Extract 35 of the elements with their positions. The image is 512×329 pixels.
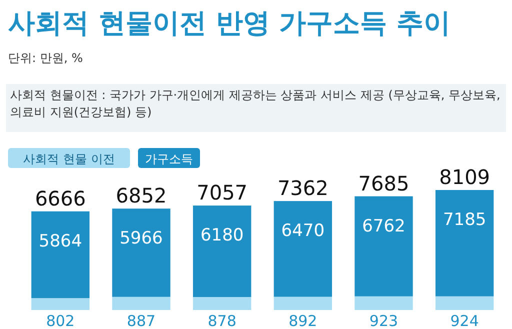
text: 가구소득 — [145, 152, 193, 166]
bar — [435, 296, 494, 310]
data-label: 924 — [450, 312, 479, 329]
total-label: 7685 — [358, 171, 410, 196]
data-label: 6470 — [281, 221, 325, 242]
text: 사회적 현물이전 : 국가가 가구·개인에게 제공하는 상품과 서비스 제공 (무상교육, 무상보육, 의료비 지원(건강보험) 등) — [10, 87, 502, 121]
bar — [354, 296, 413, 310]
data-label: 887 — [126, 312, 156, 329]
bar — [112, 208, 170, 297]
bar — [274, 296, 332, 310]
bar — [112, 296, 170, 310]
text: 사회적 현물 이전 — [23, 152, 115, 166]
data-label: 6180 — [200, 226, 244, 246]
bar — [274, 201, 332, 297]
data-label: 7185 — [442, 210, 486, 230]
chart-title: 사회적 현물이전 반영 가구소득 추이 — [8, 8, 451, 39]
total-label: 7057 — [196, 180, 248, 205]
data-label: 802 — [46, 312, 75, 329]
bar — [435, 190, 494, 296]
data-label: 6762 — [362, 216, 406, 236]
bar — [192, 206, 252, 298]
data-label: 5966 — [120, 228, 163, 249]
bar — [354, 196, 413, 296]
chart-subtitle: 단위: 만원, % — [8, 51, 83, 65]
bar — [31, 211, 90, 298]
total-label: 6852 — [116, 184, 167, 208]
data-label: 892 — [288, 312, 318, 329]
data-label: 5864 — [38, 231, 82, 252]
total-label: 6666 — [34, 186, 86, 210]
data-label: 878 — [208, 312, 236, 329]
total-label: 7362 — [277, 176, 328, 200]
total-label: 8109 — [439, 165, 490, 189]
data-label: 923 — [369, 312, 398, 329]
bar — [31, 298, 90, 310]
bar — [192, 297, 252, 310]
